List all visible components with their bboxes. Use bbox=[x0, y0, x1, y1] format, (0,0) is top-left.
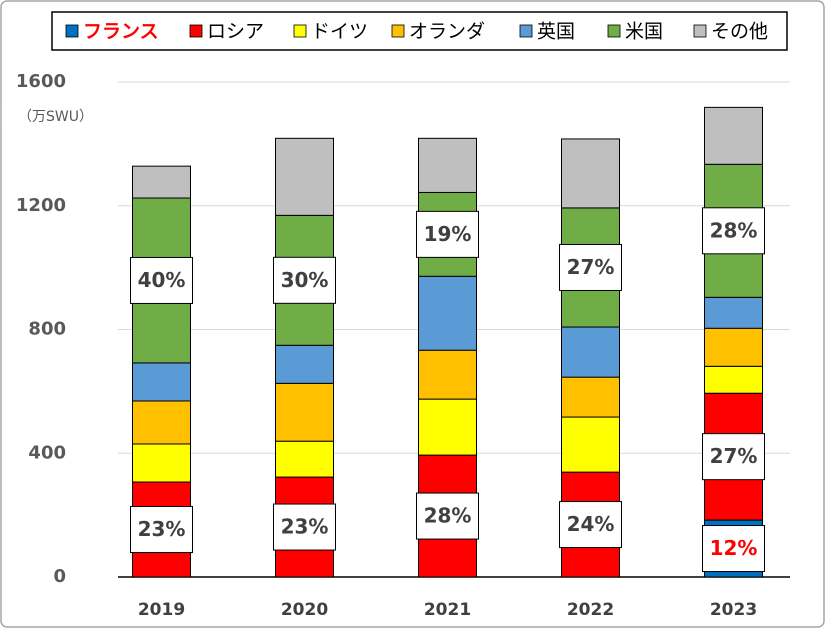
legend-label: 米国 bbox=[625, 21, 663, 43]
x-tick-label: 2021 bbox=[424, 600, 471, 620]
legend-label: オランダ bbox=[409, 21, 485, 43]
bar-segment bbox=[275, 137, 334, 216]
bar-segment bbox=[275, 344, 334, 384]
bar-segment bbox=[561, 416, 620, 473]
annotation: 23% bbox=[138, 517, 186, 541]
y-tick-label: 0 bbox=[53, 566, 66, 587]
annotation-box bbox=[702, 207, 765, 255]
bar-segment bbox=[704, 327, 763, 367]
y-tick-label: 1200 bbox=[16, 195, 66, 216]
legend-swatch bbox=[391, 24, 405, 38]
bar-segment bbox=[132, 443, 191, 483]
legend-label: ドイツ bbox=[311, 21, 368, 43]
annotation-box bbox=[273, 256, 336, 304]
x-tick-label: 2022 bbox=[567, 600, 614, 620]
bar-segment bbox=[561, 326, 620, 378]
legend-label: ロシア bbox=[207, 21, 264, 43]
annotation-box bbox=[130, 506, 193, 554]
annotation: 28% bbox=[710, 218, 758, 242]
annotation-box bbox=[702, 525, 765, 573]
bar-segment bbox=[418, 137, 477, 193]
annotation: 27% bbox=[710, 444, 758, 468]
legend-label: フランス bbox=[83, 21, 159, 43]
y-axis-label: （万SWU） bbox=[18, 109, 93, 125]
annotation: 27% bbox=[567, 255, 615, 279]
bar-segment bbox=[275, 440, 334, 478]
annotation: 28% bbox=[424, 504, 472, 528]
bar-segment bbox=[704, 296, 763, 329]
x-tick-label: 2020 bbox=[281, 600, 328, 620]
legend-swatch bbox=[693, 24, 707, 38]
y-tick-label: 400 bbox=[28, 442, 66, 463]
annotation-box bbox=[559, 243, 622, 291]
legend-box bbox=[51, 11, 788, 51]
annotation-box bbox=[559, 501, 622, 549]
annotation: 12% bbox=[710, 536, 758, 560]
annotation: 23% bbox=[281, 515, 329, 539]
bar-segment bbox=[132, 165, 191, 199]
bar-segment bbox=[704, 106, 763, 165]
legend-swatch bbox=[607, 24, 621, 38]
bar-segment bbox=[418, 349, 477, 400]
legend-swatch bbox=[519, 24, 533, 38]
annotation: 40% bbox=[138, 268, 186, 292]
bar-segment bbox=[132, 362, 191, 402]
legend-label: その他 bbox=[711, 21, 768, 43]
y-tick-label: 1600 bbox=[16, 71, 66, 92]
bar-segment bbox=[704, 365, 763, 394]
annotation: 30% bbox=[281, 268, 329, 292]
legend-swatch bbox=[189, 24, 203, 38]
bar-segment bbox=[418, 398, 477, 456]
bar-segment bbox=[132, 400, 191, 445]
bar-segment bbox=[418, 275, 477, 351]
annotation-box bbox=[702, 433, 765, 481]
x-tick-label: 2023 bbox=[710, 600, 757, 620]
annotation-box bbox=[130, 256, 193, 304]
x-tick-label: 2019 bbox=[138, 600, 185, 620]
annotation-box bbox=[416, 492, 479, 540]
annotation-box bbox=[273, 503, 336, 551]
annotation: 24% bbox=[567, 512, 615, 536]
legend-swatch bbox=[293, 24, 307, 38]
annotation: 19% bbox=[424, 222, 472, 246]
legend-label: 英国 bbox=[537, 21, 575, 43]
bar-segment bbox=[561, 138, 620, 209]
bar-segment bbox=[275, 382, 334, 442]
annotation-box bbox=[416, 210, 479, 258]
y-tick-label: 800 bbox=[28, 319, 66, 340]
legend-swatch bbox=[65, 24, 79, 38]
bar-segment bbox=[561, 376, 620, 418]
